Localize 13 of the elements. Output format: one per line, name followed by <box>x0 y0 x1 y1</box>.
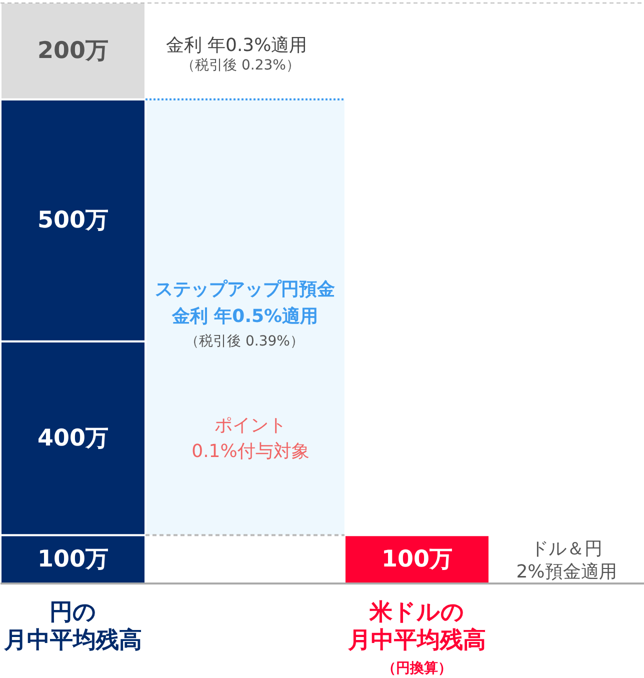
annotation: 金利 年0.3%適用 <box>166 35 308 56</box>
annotation: ポイント0.1%付与対象 <box>192 415 310 462</box>
data-label: 500万 <box>37 207 109 234</box>
annotation: （税引後 0.39%） <box>185 334 304 350</box>
annotation: ドル＆円2%預金適用 <box>516 538 617 582</box>
x-tick-label: 円の月中平均残高 <box>3 600 142 654</box>
data-label: 100万 <box>37 546 109 572</box>
band-label: ステップアップ円預金金利 年0.5%適用 <box>155 279 335 328</box>
x-tick-label: 米ドルの月中平均残高（円換算） <box>347 600 486 676</box>
annotation: （税引後 0.23%） <box>181 58 300 74</box>
data-label: 100万 <box>381 546 453 572</box>
data-label: 400万 <box>37 425 109 452</box>
data-label: 200万 <box>37 38 109 64</box>
